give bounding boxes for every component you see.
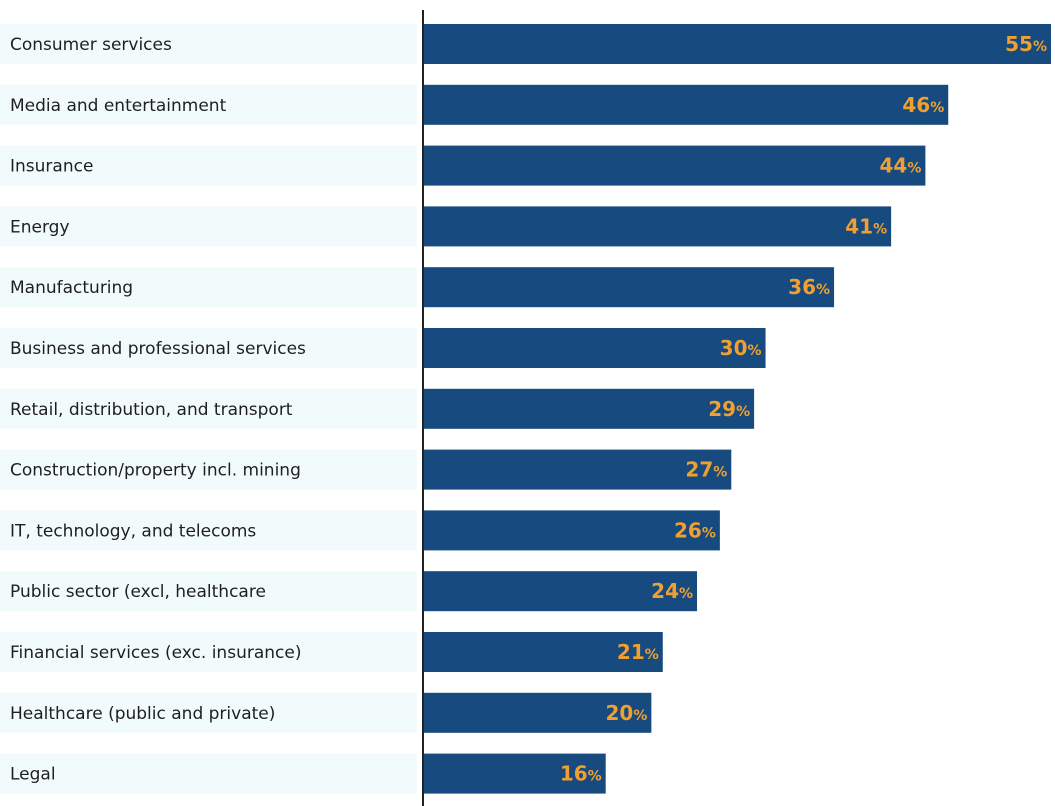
category-band bbox=[0, 267, 417, 308]
category-label: Media and entertainment bbox=[10, 96, 227, 116]
bar bbox=[423, 84, 949, 125]
bar bbox=[423, 206, 892, 247]
value-label: 36% bbox=[788, 275, 830, 299]
category-label: Construction/property incl. mining bbox=[10, 461, 301, 481]
category-label: Business and professional services bbox=[10, 339, 306, 359]
bar bbox=[423, 24, 1051, 64]
category-band bbox=[0, 753, 417, 794]
category-label: Insurance bbox=[10, 157, 93, 177]
value-number: 24 bbox=[651, 579, 679, 603]
category-label: Healthcare (public and private) bbox=[10, 704, 275, 724]
value-percent-sign: % bbox=[930, 100, 944, 116]
value-label: 30% bbox=[720, 336, 762, 360]
value-percent-sign: % bbox=[633, 708, 647, 724]
value-label: 55% bbox=[1005, 32, 1047, 56]
value-number: 30 bbox=[720, 336, 748, 360]
value-percent-sign: % bbox=[702, 525, 716, 541]
value-number: 29 bbox=[708, 397, 736, 421]
category-band bbox=[0, 692, 417, 733]
value-label: 24% bbox=[651, 579, 693, 603]
chart-rows: Consumer services 55% Media and entertainm… bbox=[0, 24, 1051, 794]
value-percent-sign: % bbox=[736, 404, 750, 420]
value-label: 27% bbox=[685, 458, 727, 482]
category-band bbox=[0, 571, 417, 612]
category-label: Energy bbox=[10, 217, 70, 237]
value-percent-sign: % bbox=[873, 221, 887, 237]
category-band bbox=[0, 510, 417, 551]
bar bbox=[423, 510, 720, 551]
category-label: Financial services (exc. insurance) bbox=[10, 643, 301, 663]
bar bbox=[423, 571, 698, 612]
category-band bbox=[0, 632, 417, 672]
bar bbox=[423, 267, 835, 308]
value-label: 21% bbox=[617, 640, 659, 664]
value-number: 55 bbox=[1005, 32, 1033, 56]
value-label: 16% bbox=[560, 762, 602, 786]
value-percent-sign: % bbox=[713, 465, 727, 481]
category-label: Manufacturing bbox=[10, 278, 133, 298]
category-label: Public sector (excl, healthcare bbox=[10, 582, 266, 602]
bar bbox=[423, 145, 926, 186]
bar bbox=[423, 632, 663, 672]
value-number: 46 bbox=[902, 93, 930, 117]
category-label: IT, technology, and telecoms bbox=[10, 521, 256, 541]
value-label: 26% bbox=[674, 518, 716, 542]
value-number: 44 bbox=[880, 154, 908, 178]
value-percent-sign: % bbox=[748, 343, 762, 359]
value-label: 46% bbox=[902, 93, 944, 117]
category-band bbox=[0, 328, 417, 368]
value-label: 20% bbox=[605, 701, 647, 725]
value-number: 16 bbox=[560, 762, 588, 786]
category-label: Legal bbox=[10, 765, 56, 785]
category-band bbox=[0, 388, 417, 429]
category-band bbox=[0, 206, 417, 247]
category-band bbox=[0, 449, 417, 490]
value-percent-sign: % bbox=[588, 769, 602, 785]
category-label: Retail, distribution, and transport bbox=[10, 400, 293, 420]
value-label: 41% bbox=[845, 214, 887, 238]
category-label: Consumer services bbox=[10, 35, 172, 55]
category-band bbox=[0, 24, 417, 64]
category-band bbox=[0, 145, 417, 186]
value-percent-sign: % bbox=[816, 282, 830, 298]
bar bbox=[423, 328, 766, 368]
value-label: 29% bbox=[708, 397, 750, 421]
value-number: 41 bbox=[845, 214, 873, 238]
value-percent-sign: % bbox=[645, 647, 659, 663]
value-percent-sign: % bbox=[907, 161, 921, 177]
value-label: 44% bbox=[880, 154, 922, 178]
value-number: 21 bbox=[617, 640, 645, 664]
category-band bbox=[0, 84, 417, 125]
value-number: 20 bbox=[605, 701, 633, 725]
value-number: 36 bbox=[788, 275, 816, 299]
bar bbox=[423, 388, 755, 429]
bar bbox=[423, 753, 606, 794]
bar bbox=[423, 692, 652, 733]
value-percent-sign: % bbox=[679, 586, 693, 602]
value-percent-sign: % bbox=[1033, 39, 1047, 55]
value-number: 26 bbox=[674, 518, 702, 542]
bar bbox=[423, 449, 732, 490]
value-number: 27 bbox=[685, 458, 713, 482]
